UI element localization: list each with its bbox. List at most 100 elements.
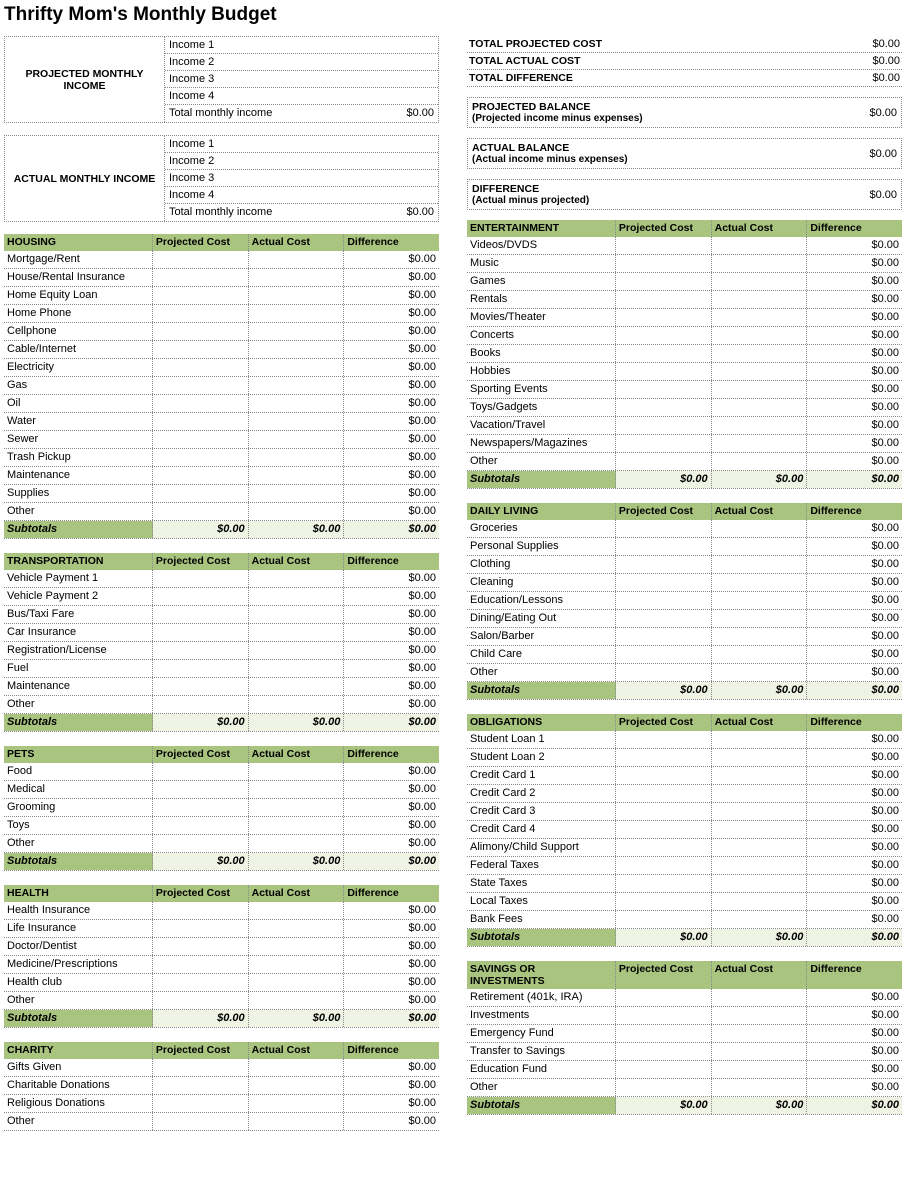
row-projected[interactable] bbox=[616, 875, 712, 892]
row-projected[interactable] bbox=[153, 251, 249, 268]
row-actual[interactable] bbox=[249, 799, 345, 816]
row-projected[interactable] bbox=[153, 763, 249, 780]
row-actual[interactable] bbox=[249, 1095, 345, 1112]
row-actual[interactable] bbox=[712, 785, 808, 802]
row-actual[interactable] bbox=[712, 1007, 808, 1024]
row-projected[interactable] bbox=[616, 255, 712, 272]
row-projected[interactable] bbox=[153, 341, 249, 358]
row-projected[interactable] bbox=[153, 642, 249, 659]
row-projected[interactable] bbox=[616, 453, 712, 470]
row-actual[interactable] bbox=[249, 305, 345, 322]
row-projected[interactable] bbox=[616, 610, 712, 627]
row-actual[interactable] bbox=[712, 453, 808, 470]
row-actual[interactable] bbox=[712, 538, 808, 555]
row-actual[interactable] bbox=[712, 520, 808, 537]
row-actual[interactable] bbox=[712, 327, 808, 344]
row-projected[interactable] bbox=[616, 749, 712, 766]
row-projected[interactable] bbox=[616, 911, 712, 928]
row-projected[interactable] bbox=[616, 417, 712, 434]
row-projected[interactable] bbox=[153, 431, 249, 448]
row-actual[interactable] bbox=[712, 399, 808, 416]
row-actual[interactable] bbox=[712, 291, 808, 308]
row-projected[interactable] bbox=[616, 556, 712, 573]
row-actual[interactable] bbox=[249, 570, 345, 587]
row-projected[interactable] bbox=[616, 803, 712, 820]
row-actual[interactable] bbox=[249, 287, 345, 304]
row-projected[interactable] bbox=[153, 678, 249, 695]
row-actual[interactable] bbox=[249, 413, 345, 430]
row-actual[interactable] bbox=[249, 974, 345, 991]
row-actual[interactable] bbox=[712, 893, 808, 910]
row-projected[interactable] bbox=[153, 696, 249, 713]
row-actual[interactable] bbox=[249, 503, 345, 520]
row-projected[interactable] bbox=[153, 485, 249, 502]
row-projected[interactable] bbox=[616, 574, 712, 591]
row-projected[interactable] bbox=[616, 273, 712, 290]
row-actual[interactable] bbox=[249, 1077, 345, 1094]
row-actual[interactable] bbox=[712, 628, 808, 645]
row-projected[interactable] bbox=[153, 817, 249, 834]
row-projected[interactable] bbox=[616, 1079, 712, 1096]
row-projected[interactable] bbox=[153, 781, 249, 798]
row-actual[interactable] bbox=[712, 1025, 808, 1042]
row-actual[interactable] bbox=[249, 1059, 345, 1076]
row-actual[interactable] bbox=[249, 467, 345, 484]
row-actual[interactable] bbox=[712, 255, 808, 272]
row-actual[interactable] bbox=[712, 237, 808, 254]
row-actual[interactable] bbox=[249, 624, 345, 641]
row-projected[interactable] bbox=[153, 902, 249, 919]
row-projected[interactable] bbox=[153, 269, 249, 286]
row-actual[interactable] bbox=[249, 902, 345, 919]
row-projected[interactable] bbox=[616, 731, 712, 748]
row-actual[interactable] bbox=[249, 377, 345, 394]
row-actual[interactable] bbox=[249, 920, 345, 937]
row-projected[interactable] bbox=[616, 435, 712, 452]
row-actual[interactable] bbox=[712, 435, 808, 452]
row-projected[interactable] bbox=[153, 624, 249, 641]
row-actual[interactable] bbox=[249, 817, 345, 834]
row-projected[interactable] bbox=[616, 839, 712, 856]
row-actual[interactable] bbox=[249, 359, 345, 376]
row-actual[interactable] bbox=[249, 781, 345, 798]
row-projected[interactable] bbox=[616, 785, 712, 802]
row-actual[interactable] bbox=[712, 803, 808, 820]
row-projected[interactable] bbox=[153, 799, 249, 816]
row-actual[interactable] bbox=[249, 431, 345, 448]
row-projected[interactable] bbox=[153, 1059, 249, 1076]
row-projected[interactable] bbox=[616, 1007, 712, 1024]
row-projected[interactable] bbox=[616, 399, 712, 416]
row-actual[interactable] bbox=[712, 749, 808, 766]
row-projected[interactable] bbox=[616, 1061, 712, 1078]
row-actual[interactable] bbox=[712, 731, 808, 748]
row-projected[interactable] bbox=[153, 956, 249, 973]
row-projected[interactable] bbox=[153, 606, 249, 623]
row-actual[interactable] bbox=[249, 323, 345, 340]
row-actual[interactable] bbox=[712, 821, 808, 838]
row-actual[interactable] bbox=[712, 381, 808, 398]
row-actual[interactable] bbox=[249, 269, 345, 286]
row-projected[interactable] bbox=[616, 345, 712, 362]
row-projected[interactable] bbox=[616, 628, 712, 645]
row-projected[interactable] bbox=[153, 588, 249, 605]
row-actual[interactable] bbox=[712, 610, 808, 627]
row-projected[interactable] bbox=[616, 857, 712, 874]
row-actual[interactable] bbox=[712, 363, 808, 380]
row-actual[interactable] bbox=[712, 309, 808, 326]
row-projected[interactable] bbox=[153, 503, 249, 520]
row-actual[interactable] bbox=[249, 341, 345, 358]
row-actual[interactable] bbox=[712, 1079, 808, 1096]
row-actual[interactable] bbox=[249, 763, 345, 780]
row-projected[interactable] bbox=[153, 1077, 249, 1094]
row-actual[interactable] bbox=[249, 642, 345, 659]
row-projected[interactable] bbox=[616, 538, 712, 555]
row-actual[interactable] bbox=[249, 588, 345, 605]
row-actual[interactable] bbox=[712, 273, 808, 290]
row-actual[interactable] bbox=[249, 696, 345, 713]
row-projected[interactable] bbox=[153, 992, 249, 1009]
row-actual[interactable] bbox=[712, 911, 808, 928]
row-actual[interactable] bbox=[249, 395, 345, 412]
row-actual[interactable] bbox=[712, 664, 808, 681]
row-projected[interactable] bbox=[616, 989, 712, 1006]
row-projected[interactable] bbox=[616, 1025, 712, 1042]
row-projected[interactable] bbox=[616, 646, 712, 663]
